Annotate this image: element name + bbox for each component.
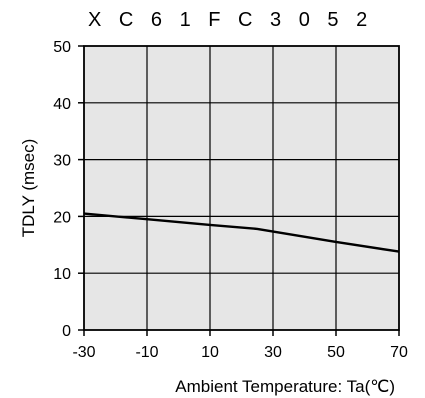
x-tick-label: 50 xyxy=(327,344,345,361)
series-line xyxy=(83,212,400,253)
y-axis-label: TDLY (msec) xyxy=(19,139,38,238)
y-tick-label: 50 xyxy=(53,39,71,56)
x-tick-label: 70 xyxy=(390,344,408,361)
y-tick-label: 40 xyxy=(53,96,71,113)
plot-border xyxy=(83,45,400,331)
y-axis-ticks: 0 10 20 30 40 50 xyxy=(53,39,84,340)
y-tick-label: 30 xyxy=(53,153,71,170)
x-axis-label: Ambient Temperature: Ta(℃) xyxy=(175,377,395,396)
x-tick-label: -30 xyxy=(72,344,95,361)
x-axis-ticks: -30 -10 10 30 50 70 xyxy=(72,330,408,361)
y-tick-label: 0 xyxy=(62,323,71,340)
x-tick-label: 30 xyxy=(264,344,282,361)
plot-area xyxy=(84,46,399,330)
x-tick-label: -10 xyxy=(135,344,158,361)
chart-title: X C 6 1 F C 3 0 5 2 xyxy=(88,9,373,31)
y-tick-label: 10 xyxy=(53,266,71,283)
grid xyxy=(84,46,399,330)
y-tick-label: 20 xyxy=(53,209,71,226)
x-tick-label: 10 xyxy=(201,344,219,361)
series-layer xyxy=(83,212,400,253)
